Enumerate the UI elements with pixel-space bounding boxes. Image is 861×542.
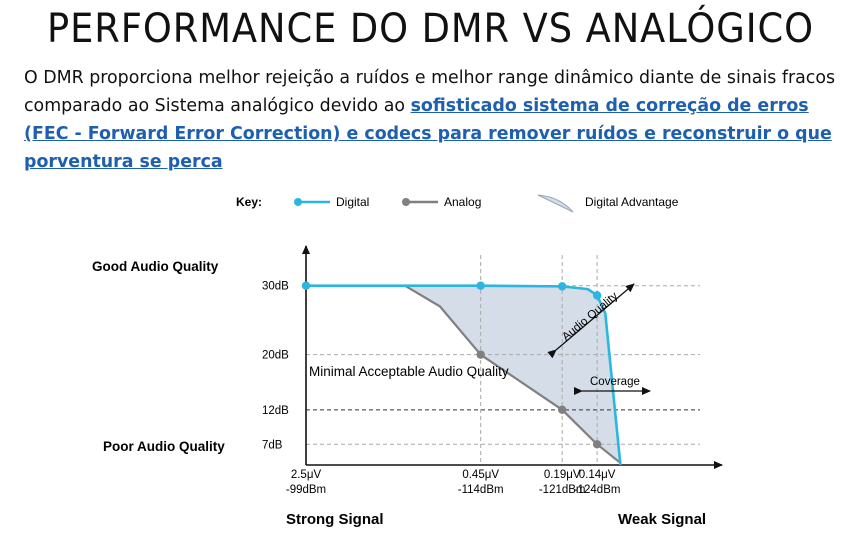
page-title: PERFORMANCE DO DMR VS ANALÓGICO	[47, 6, 814, 52]
analog-point	[476, 350, 485, 359]
digital-point	[557, 282, 567, 291]
x-tick-label: 0.45μV	[462, 469, 499, 481]
legend-key-label: Key:	[236, 195, 262, 209]
weak-signal-label: Weak Signal	[618, 511, 706, 528]
digital-advantage-area	[306, 285, 621, 465]
x-tick-label: 0.19μV	[544, 469, 581, 481]
legend-advantage-label: Digital Advantage	[585, 195, 679, 209]
fec-link[interactable]: sofisticado sistema de correção de erros…	[24, 96, 832, 172]
x-tick-label: -124dBm	[574, 484, 621, 496]
intro-text: O DMR proporciona melhor rejeição a ruíd…	[24, 68, 836, 116]
x-tick-label: 2.5μV	[291, 469, 322, 481]
x-tick-label: -114dBm	[458, 484, 504, 496]
threshold-label: Minimal Acceptable Audio Quality	[309, 364, 509, 379]
poor-audio-quality-label: Poor Audio Quality	[103, 439, 225, 454]
legend-digital-label: Digital	[336, 195, 369, 209]
y-tick-label: 12dB	[262, 405, 289, 417]
analog-point	[557, 405, 567, 415]
legend: Key: Digital Analog Digital Advantage	[236, 194, 679, 213]
x-tick-label: -121dBm	[539, 484, 586, 496]
analog-point	[592, 440, 602, 449]
intro-paragraph: O DMR proporciona melhor rejeição a ruíd…	[24, 64, 844, 176]
good-audio-quality-label: Good Audio Quality	[92, 259, 219, 274]
legend-advantage-swatch	[537, 194, 574, 213]
legend-analog-label: Analog	[444, 195, 481, 209]
legend-digital-marker	[294, 198, 302, 206]
y-tick-label: 7dB	[262, 439, 283, 451]
x-tick-label: -99dBm	[286, 484, 326, 496]
digital-point	[592, 291, 602, 300]
digital-point	[301, 281, 311, 290]
coverage-label: Coverage	[590, 376, 640, 388]
audio-quality-arrow	[547, 283, 635, 359]
legend-analog-marker	[402, 198, 410, 206]
digital-point	[476, 281, 485, 290]
x-tick-label: 0.14μV	[579, 469, 616, 481]
y-tick-label: 20dB	[262, 350, 289, 362]
y-tick-label: 30dB	[262, 281, 289, 293]
strong-signal-label: Strong Signal	[286, 511, 384, 528]
